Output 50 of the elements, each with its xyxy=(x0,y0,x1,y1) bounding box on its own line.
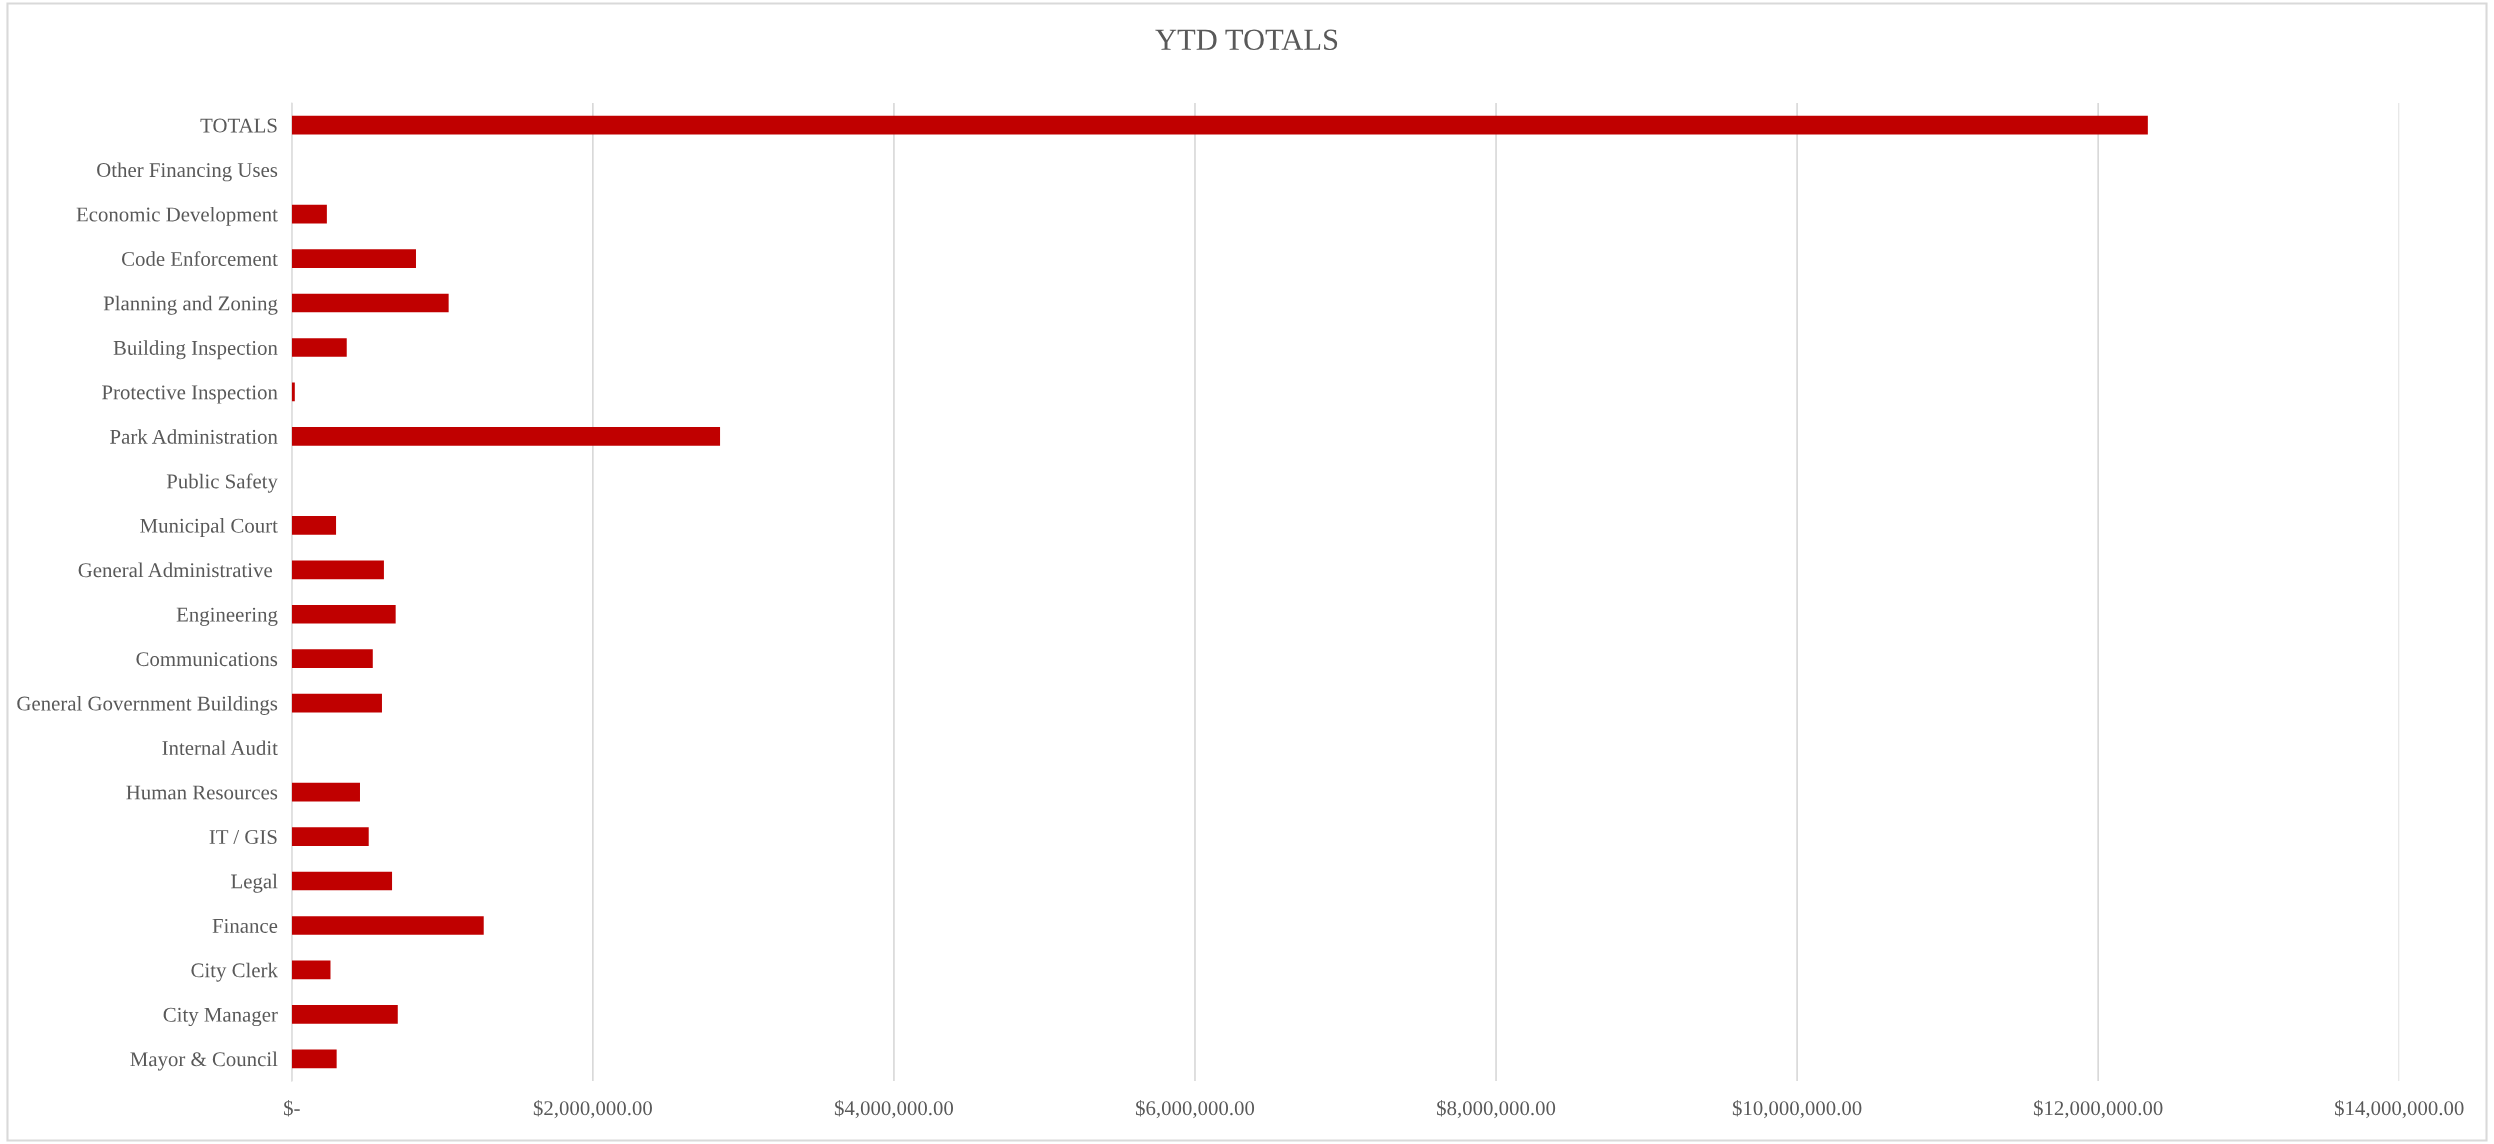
bar xyxy=(291,382,295,402)
y-tick-label: Communications xyxy=(136,652,278,667)
y-tick-label: City Clerk xyxy=(191,962,278,982)
x-tick-label: $6,000,000.00 xyxy=(1135,1099,1255,1119)
y-tick-label: Protective Inspection xyxy=(102,385,278,404)
y-tick-label: Code Enforcement xyxy=(121,251,278,266)
y-tick-label: General Administrative xyxy=(78,562,272,578)
bar xyxy=(291,560,384,580)
x-tick-label: $8,000,000.00 xyxy=(1437,1099,1556,1119)
bar xyxy=(291,515,337,535)
y-tick-label: Other Financing Uses xyxy=(97,162,278,182)
bar xyxy=(291,960,331,980)
x-tick-label: $10,000,000.00 xyxy=(1732,1099,1862,1119)
bar xyxy=(291,338,347,357)
y-tick-label: General Government Buildings xyxy=(17,695,278,715)
bar xyxy=(291,1005,398,1024)
y-tick-label: Building Inspection xyxy=(113,340,278,360)
x-tick-label: $14,000,000.00 xyxy=(2335,1099,2464,1119)
y-tick-label: Planning and Zoning xyxy=(103,295,278,315)
bar xyxy=(291,827,369,846)
bar xyxy=(291,871,393,891)
y-tick-label: Mayor & Council xyxy=(130,1051,278,1071)
bar xyxy=(291,204,327,224)
bar xyxy=(291,115,2148,135)
x-tick-label: $4,000,000.00 xyxy=(834,1099,954,1119)
y-tick-label: Human Resources xyxy=(126,785,278,800)
bar xyxy=(291,249,416,268)
bar xyxy=(291,427,721,446)
x-tick-label: $- xyxy=(284,1099,300,1117)
y-tick-label: Finance xyxy=(212,918,278,933)
bar xyxy=(291,693,382,713)
y-tick-label: City Manager xyxy=(163,1007,278,1027)
bar xyxy=(291,293,449,313)
y-tick-label: Park Administration xyxy=(110,429,278,444)
bar xyxy=(291,782,360,802)
x-tick-label: $12,000,000.00 xyxy=(2033,1099,2163,1119)
bar xyxy=(291,649,373,669)
y-tick-label: Municipal Court xyxy=(140,518,278,537)
y-tick-label: Internal Audit xyxy=(162,740,278,756)
bar xyxy=(291,1049,337,1069)
y-tick-label: TOTALS xyxy=(200,118,277,133)
y-tick-label: IT / GIS xyxy=(209,829,277,844)
y-tick-label: Legal xyxy=(231,873,278,893)
x-tick-label: $2,000,000.00 xyxy=(533,1099,652,1119)
y-tick-label: Public Safety xyxy=(166,473,278,493)
y-tick-label: Economic Development xyxy=(76,206,278,226)
bar xyxy=(291,604,396,624)
y-tick-label: Engineering xyxy=(176,607,278,626)
chart-title: YTD TOTALS xyxy=(1155,29,1338,51)
bar xyxy=(291,916,484,935)
